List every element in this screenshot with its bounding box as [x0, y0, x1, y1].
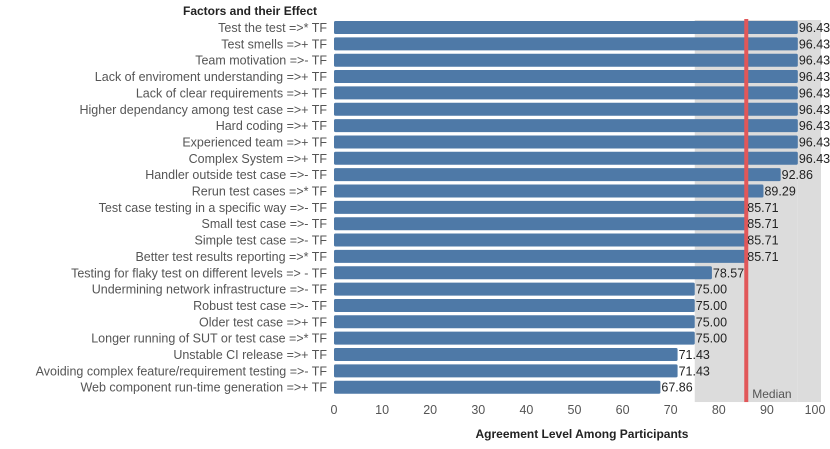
category-label: Handler outside test case =>- TF: [145, 168, 327, 182]
bar: [334, 298, 695, 312]
x-tick-label: 80: [712, 403, 726, 417]
category-label: Testing for flaky test on different leve…: [71, 266, 327, 280]
bars-layer: [334, 21, 798, 394]
value-label: 71.43: [679, 348, 710, 362]
value-label: 96.43: [799, 70, 830, 84]
category-label: Complex System =>+ TF: [189, 152, 328, 166]
bar: [334, 331, 695, 345]
category-label: Lack of enviroment understanding =>+ TF: [95, 70, 328, 84]
x-tick-label: 20: [423, 403, 437, 417]
category-label: Test case testing in a specific way =>- …: [99, 201, 328, 215]
bar: [334, 184, 764, 198]
value-label: 89.29: [764, 185, 795, 199]
bar: [334, 266, 712, 280]
bar: [334, 249, 747, 263]
bar: [334, 282, 695, 296]
value-label: 96.43: [799, 103, 830, 117]
category-label: Avoiding complex feature/requirement tes…: [36, 364, 328, 378]
value-label: 85.71: [747, 201, 778, 215]
x-axis-title: Agreement Level Among Participants: [476, 427, 689, 441]
value-label: 92.86: [782, 168, 813, 182]
bar: [334, 37, 798, 51]
value-label: 85.71: [747, 250, 778, 264]
category-label: Older test case =>+ TF: [199, 315, 327, 329]
bar: [334, 70, 798, 84]
category-label: Simple test case =>- TF: [195, 234, 328, 248]
row-header: Factors and their Effect: [183, 4, 317, 18]
x-tick-label: 70: [664, 403, 678, 417]
bar: [334, 364, 678, 378]
x-tick-label: 10: [375, 403, 389, 417]
value-label: 85.71: [747, 217, 778, 231]
category-label: Web component run-time generation =>+ TF: [80, 381, 327, 395]
value-label: 96.43: [799, 54, 830, 68]
value-label: 75.00: [696, 283, 727, 297]
category-label: Unstable CI release =>+ TF: [173, 348, 327, 362]
x-axis: 0 10 20 30 40 50 60 70 80 90 100: [331, 403, 826, 417]
category-label: Robust test case =>- TF: [193, 299, 327, 313]
median-label: Median: [752, 387, 791, 401]
category-label: Higher dependancy among test case =>+ TF: [80, 103, 328, 117]
value-label: 96.43: [799, 21, 830, 35]
category-label: Undermining network infrastructure =>- T…: [92, 283, 328, 297]
x-tick-label: 90: [760, 403, 774, 417]
category-labels-layer: Test the test =>* TF Test smells =>+ TF Te…: [36, 21, 328, 395]
value-label: 96.43: [799, 37, 830, 51]
bar: [334, 168, 781, 182]
x-tick-label: 40: [519, 403, 533, 417]
category-label: Small test case =>- TF: [201, 217, 327, 231]
value-label: 96.43: [799, 152, 830, 166]
median-line: [744, 19, 749, 403]
category-label: Rerun test cases =>* TF: [192, 185, 328, 199]
value-label: 96.43: [799, 135, 830, 149]
value-label: 96.43: [799, 119, 830, 133]
median-layer: Median: [744, 19, 792, 403]
category-label: Test smells =>+ TF: [221, 37, 327, 51]
category-label: Better test results reporting =>* TF: [135, 250, 327, 264]
category-label: Experienced team =>+ TF: [182, 135, 327, 149]
value-label: 75.00: [696, 299, 727, 313]
median-band-upper: [797, 20, 821, 403]
x-tick-label: 100: [805, 403, 826, 417]
bar: [334, 102, 798, 116]
x-tick-label: 50: [568, 403, 582, 417]
value-label: 71.43: [679, 364, 710, 378]
category-label: Test the test =>* TF: [218, 21, 327, 35]
value-label: 78.57: [713, 266, 744, 280]
bar: [334, 233, 747, 247]
value-labels-layer: 96.43 96.43 96.43 96.43 96.43 96.43 96.43 96.43…: [661, 21, 830, 395]
x-tick-label: 30: [471, 403, 485, 417]
bar: [334, 151, 798, 165]
bar: [334, 21, 798, 34]
category-label: Longer running of SUT or test case =>* T…: [91, 332, 327, 346]
category-label: Hard coding =>+ TF: [216, 119, 328, 133]
bar: [334, 200, 747, 214]
bar: [334, 380, 661, 394]
value-label: 96.43: [799, 86, 830, 100]
bar: [334, 86, 798, 100]
category-label: Team motivation =>- TF: [195, 54, 327, 68]
x-tick-label: 0: [331, 403, 338, 417]
bar: [334, 135, 798, 149]
value-label: 85.71: [747, 234, 778, 248]
bar: [334, 119, 798, 133]
x-tick-label: 60: [616, 403, 630, 417]
category-label: Lack of clear requirements =>+ TF: [136, 86, 328, 100]
value-label: 75.00: [696, 315, 727, 329]
bar: [334, 348, 678, 361]
bar: [334, 315, 695, 329]
bar: [334, 53, 798, 67]
bar: [334, 217, 747, 231]
value-label: 67.86: [661, 381, 692, 395]
value-label: 75.00: [696, 332, 727, 346]
